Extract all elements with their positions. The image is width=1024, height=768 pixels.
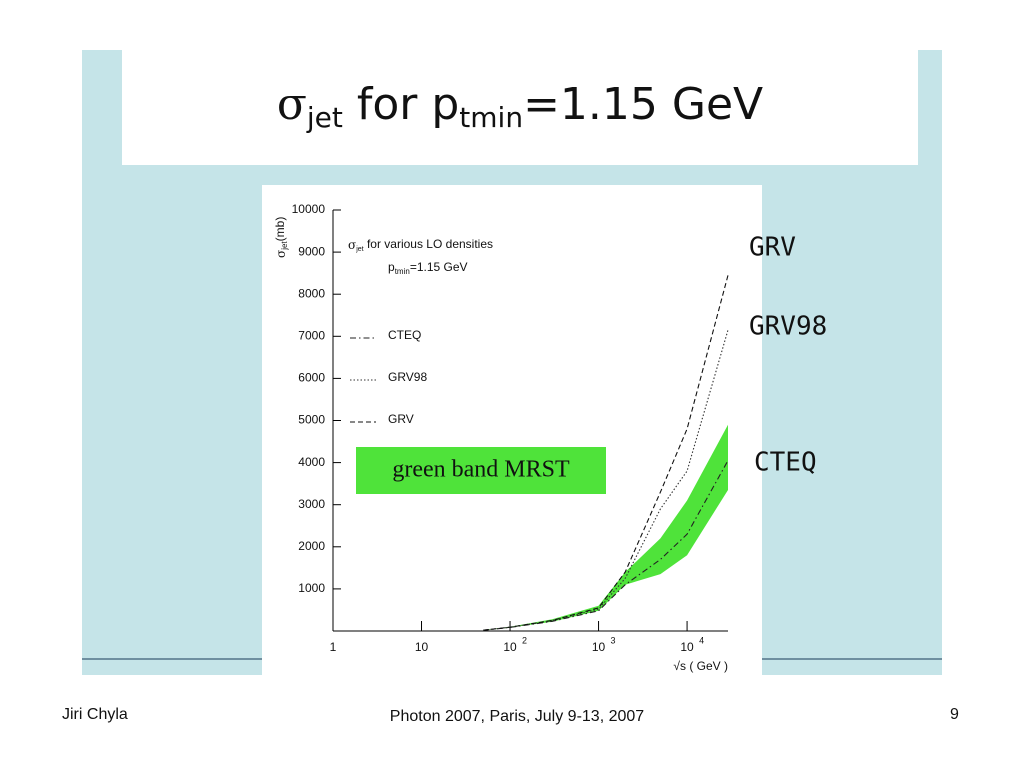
legend-symbol: σ bbox=[348, 238, 356, 252]
x-tick-label: 1 bbox=[330, 640, 337, 654]
y-tick-label: 2000 bbox=[298, 539, 325, 553]
legend-subtitle: ptmin=1.15 GeV bbox=[388, 260, 468, 276]
legend-label: GRV98 bbox=[388, 370, 427, 384]
band-annotation: green band MRST bbox=[392, 457, 570, 483]
x-tick-label: 10 bbox=[415, 640, 429, 654]
x-tick-exponent: 2 bbox=[522, 635, 527, 645]
title-text: =1.15 GeV bbox=[523, 79, 764, 130]
chart-background bbox=[262, 185, 762, 675]
legend-sub: jet bbox=[355, 246, 363, 253]
x-tick-exponent: 3 bbox=[611, 635, 616, 645]
curve-label: GRV bbox=[749, 233, 796, 263]
x-axis-label: √s ( GeV ) bbox=[673, 659, 728, 673]
y-tick-label: 7000 bbox=[298, 328, 325, 342]
legend-text: =1.15 GeV bbox=[410, 260, 468, 274]
title-sub: jet bbox=[306, 101, 343, 134]
footer-right: 9 bbox=[950, 706, 959, 723]
y-label-symbol: σ bbox=[274, 250, 288, 258]
y-label-rest: (mb) bbox=[273, 217, 287, 242]
y-tick-label: 1000 bbox=[298, 581, 325, 595]
band-annotation-box bbox=[356, 447, 606, 494]
title-sub: tmin bbox=[459, 101, 524, 134]
slide-title: σjet for ptmin=1.15 GeV bbox=[122, 50, 918, 165]
legend-text: for various LO densities bbox=[364, 237, 493, 251]
band bbox=[483, 424, 728, 631]
y-tick-label: 5000 bbox=[298, 413, 325, 427]
y-tick-label: 3000 bbox=[298, 497, 325, 511]
y-label-sub: jet bbox=[280, 241, 289, 251]
series-line bbox=[483, 275, 729, 631]
title-text: for p bbox=[342, 79, 460, 130]
y-axis-label: σjet(mb) bbox=[273, 217, 289, 258]
footer-left: Jiri Chyla bbox=[62, 706, 128, 723]
legend-sub: tmin bbox=[395, 267, 410, 276]
legend-title: σjet for various LO densities bbox=[348, 237, 493, 253]
title-symbol: σ bbox=[276, 79, 307, 130]
x-tick-label: 10 bbox=[592, 640, 606, 654]
chart: 1000 2000 3000 4000 5000 6000 7000 8000 9000 1000… bbox=[262, 185, 827, 675]
series-line bbox=[483, 460, 729, 631]
legend-label: CTEQ bbox=[388, 328, 421, 342]
series-line bbox=[483, 329, 729, 631]
x-tick-exponent: 4 bbox=[699, 635, 704, 645]
y-tick-label: 8000 bbox=[298, 286, 325, 300]
y-tick-label: 4000 bbox=[298, 455, 325, 469]
x-tick-label: 10 bbox=[503, 640, 517, 654]
y-tick-label: 10000 bbox=[292, 202, 326, 216]
legend-label: GRV bbox=[388, 412, 414, 426]
curve-label: CTEQ bbox=[754, 448, 817, 478]
y-tick-label: 9000 bbox=[298, 244, 325, 258]
curve-label: GRV98 bbox=[749, 312, 827, 342]
x-tick-label: 10 bbox=[680, 640, 694, 654]
legend-p: p bbox=[388, 260, 395, 274]
y-tick-label: 6000 bbox=[298, 371, 325, 385]
footer-center: Photon 2007, Paris, July 9-13, 2007 bbox=[389, 708, 645, 725]
